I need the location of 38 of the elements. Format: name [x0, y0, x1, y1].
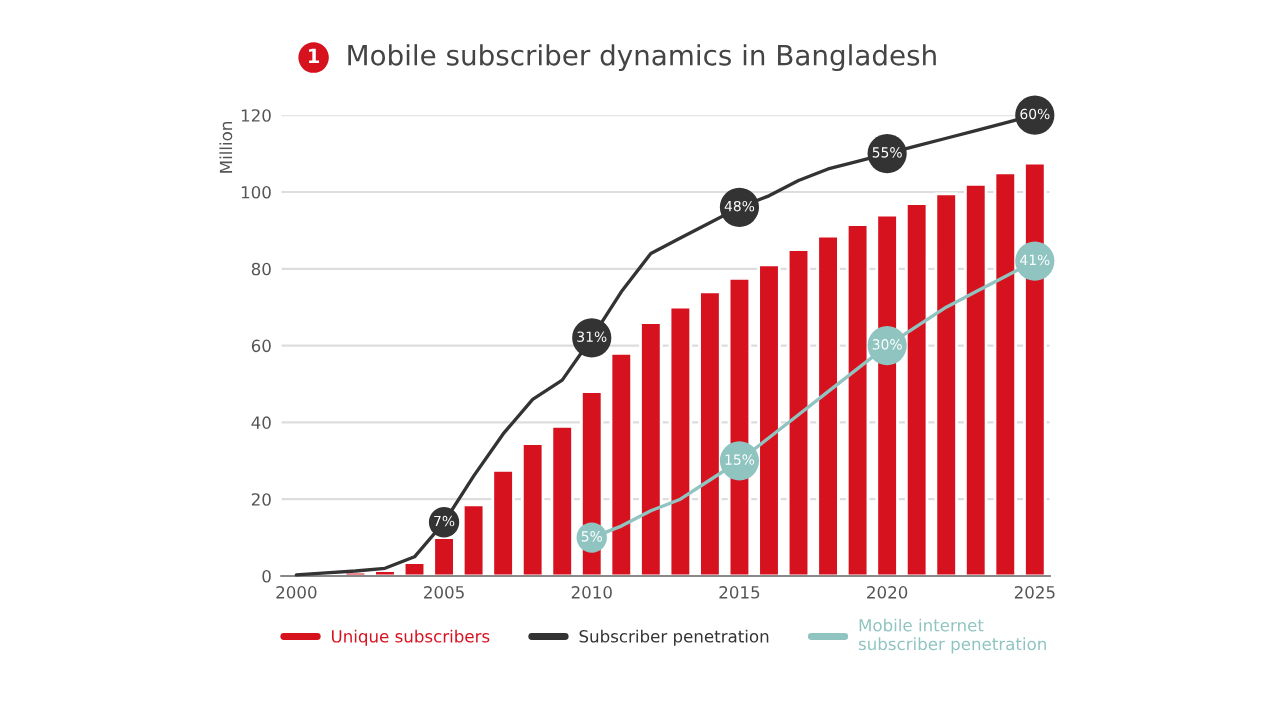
bar [845, 223, 870, 576]
bar [668, 305, 693, 576]
bar [639, 321, 663, 576]
bar [1023, 161, 1047, 576]
x-tick-label: 2020 [867, 586, 908, 599]
chart-title: Mobile subscriber dynamics in Bangladesh [348, 44, 936, 72]
y-tick-label: 20 [251, 493, 271, 506]
bar [461, 503, 486, 576]
y-tick-label: 120 [241, 109, 271, 122]
bar [550, 424, 574, 576]
x-tick-label: 2010 [571, 586, 612, 599]
bar [520, 442, 545, 576]
x-tick-label: 2005 [424, 586, 464, 599]
bar [786, 248, 811, 576]
bar [432, 536, 456, 576]
bar [934, 192, 958, 576]
bar [757, 263, 781, 576]
y-tick-label: 40 [251, 416, 271, 429]
text: 1 [309, 48, 320, 63]
bar [491, 469, 515, 576]
bar [904, 202, 929, 576]
bar [698, 290, 722, 576]
legend-label: Mobile internet subscriber penetration [858, 618, 1046, 654]
bar [964, 182, 988, 576]
bar [816, 234, 840, 576]
x-tick-label: 2000 [276, 586, 317, 599]
y-tick-label: 60 [251, 339, 271, 353]
bar [402, 561, 427, 576]
y-tick-label: 0 [262, 569, 271, 583]
legend-label: Subscriber penetration [579, 629, 769, 646]
bar [993, 171, 1018, 576]
bar [609, 351, 634, 576]
legend-label: Unique subscribers [331, 629, 490, 646]
x-tick-label: 2015 [719, 586, 760, 599]
y-tick-label: 100 [241, 185, 271, 199]
x-tick-label: 2025 [1014, 586, 1055, 599]
y-axis-title: Million [219, 122, 233, 173]
y-tick-label: 80 [251, 262, 271, 276]
